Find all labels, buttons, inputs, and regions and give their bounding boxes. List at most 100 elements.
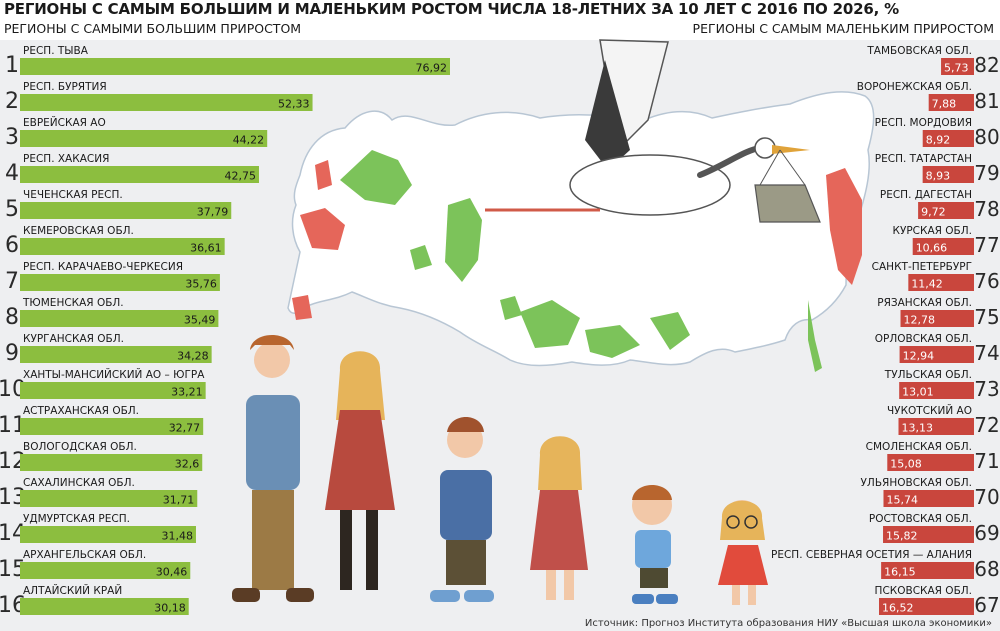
bar-value-label: 11,42	[911, 278, 943, 291]
rank-number: 80	[974, 125, 999, 149]
bar-value-label: 13,13	[901, 422, 933, 435]
region-label: УЛЬЯНОВСКАЯ ОБЛ.	[861, 477, 972, 489]
bar	[20, 310, 219, 327]
bar-value-label: 32,77	[169, 422, 201, 435]
map-region-spb	[315, 160, 332, 190]
bar-value-label: 42,75	[224, 170, 256, 183]
young-woman-figure	[325, 351, 395, 590]
region-label: РЕСП. КАРАЧАЕВО-ЧЕРКЕСИЯ	[23, 261, 183, 273]
map-region-khmao	[445, 198, 482, 282]
young-man-figure	[232, 335, 314, 602]
map-region-udmurtia	[410, 245, 432, 270]
bar-value-label: 15,08	[890, 458, 922, 471]
region-label: САНКТ-ПЕТЕРБУРГ	[872, 261, 972, 273]
chart-title: РЕГИОНЫ С САМЫМ БОЛЬШИМ И МАЛЕНЬКИМ РОСТ…	[4, 0, 899, 18]
region-label: ТАМБОВСКАЯ ОБЛ.	[866, 45, 972, 57]
region-label: РЯЗАНСКАЯ ОБЛ.	[877, 297, 972, 309]
bar	[912, 238, 974, 255]
bar	[918, 202, 974, 219]
bar	[881, 562, 974, 579]
region-label: РЕСП. СЕВЕРНАЯ ОСЕТИЯ — АЛАНИЯ	[771, 549, 972, 561]
bar-value-label: 16,52	[882, 602, 914, 615]
bar	[20, 562, 191, 579]
region-label: РЕСП. БУРЯТИЯ	[23, 81, 107, 93]
bar	[900, 310, 974, 327]
small-boy-figure	[632, 485, 678, 604]
map-region-arkhangelsk	[340, 150, 412, 205]
rank-number: 68	[974, 557, 999, 581]
map-region-caucasus-red	[292, 295, 312, 320]
bar	[20, 454, 203, 471]
rank-number: 6	[5, 233, 19, 258]
bar	[879, 598, 974, 615]
bar	[20, 526, 196, 543]
region-label: ЧУКОТСКИЙ АО	[887, 404, 972, 417]
bar	[20, 382, 206, 399]
bar	[20, 274, 220, 291]
rank-number: 8	[5, 305, 19, 330]
rank-number: 3	[5, 125, 19, 150]
region-label: ЕВРЕЙСКАЯ АО	[23, 116, 106, 129]
bar-value-label: 30,46	[156, 566, 188, 579]
rank-number: 79	[974, 161, 999, 185]
region-label: СМОЛЕНСКАЯ ОБЛ.	[866, 441, 972, 453]
region-label: УДМУРТСКАЯ РЕСП.	[23, 513, 130, 525]
bar-value-label: 31,48	[161, 530, 193, 543]
russia-map-outline	[287, 91, 875, 367]
bar-value-label: 76,92	[416, 62, 448, 75]
region-label: ВОРОНЕЖСКАЯ ОБЛ.	[857, 81, 972, 93]
region-label: ТУЛЬСКАЯ ОБЛ.	[884, 369, 972, 381]
bar-value-label: 37,79	[197, 206, 229, 219]
region-label: АСТРАХАНСКАЯ ОБЛ.	[23, 405, 139, 417]
bar-value-label: 15,82	[886, 530, 918, 543]
region-label: РОСТОВСКАЯ ОБЛ.	[869, 513, 972, 525]
bar-value-label: 36,61	[190, 242, 222, 255]
bar	[883, 490, 974, 507]
bar	[20, 598, 189, 615]
region-label: КУРГАНСКАЯ ОБЛ.	[23, 333, 124, 345]
bar-value-label: 15,74	[886, 494, 918, 507]
rank-number: 71	[974, 449, 999, 473]
rank-number: 81	[974, 89, 999, 113]
bar-value-label: 16,15	[884, 566, 916, 579]
right-subtitle: РЕГИОНЫ С САМЫМ МАЛЕНЬКИМ ПРИРОСТОМ	[692, 21, 994, 36]
region-label: ХАНТЫ-МАНСИЙСКИЙ АО – ЮГРА	[23, 368, 205, 381]
rank-number: 2	[5, 89, 19, 114]
rank-number: 77	[974, 233, 999, 257]
bar-value-label: 32,6	[175, 458, 200, 471]
rank-number: 75	[974, 305, 999, 329]
bar-value-label: 33,21	[171, 386, 203, 399]
bar-value-label: 30,18	[154, 602, 186, 615]
bar	[928, 94, 974, 111]
bar-value-label: 12,78	[904, 314, 936, 327]
map-region-central-red	[300, 208, 345, 250]
left-subtitle: РЕГИОНЫ С САМЫМИ БОЛЬШИМ ПРИРОСТОМ	[4, 21, 302, 36]
region-label: ЧЕЧЕНСКАЯ РЕСП.	[23, 189, 123, 201]
region-label: РЕСП. ТАТАРСТАН	[875, 153, 972, 165]
bar-value-label: 31,71	[163, 494, 195, 507]
map-region-chukotka	[826, 168, 862, 285]
region-label: ПСКОВСКАЯ ОБЛ.	[875, 585, 972, 597]
rank-number: 78	[974, 197, 999, 221]
bar-value-label: 8,92	[926, 134, 951, 147]
rank-number: 7	[5, 269, 19, 294]
bar-value-label: 34,28	[177, 350, 209, 363]
region-label: КЕМЕРОВСКАЯ ОБЛ.	[23, 225, 134, 237]
girl-figure	[530, 436, 588, 600]
bar	[941, 58, 974, 75]
map-region-buryatia	[585, 325, 640, 358]
bar-value-label: 5,73	[944, 62, 969, 75]
rank-number: 67	[974, 593, 999, 617]
region-label: АРХАНГЕЛЬСКАЯ ОБЛ.	[23, 549, 146, 561]
rank-number: 5	[5, 197, 19, 222]
bar-value-label: 52,33	[278, 98, 310, 111]
bar	[20, 418, 204, 435]
people-illustration	[232, 335, 768, 605]
bar	[899, 346, 974, 363]
rank-number: 70	[974, 485, 999, 509]
rank-number: 76	[974, 269, 999, 293]
region-label: САХАЛИНСКАЯ ОБЛ.	[23, 477, 135, 489]
rank-number: 82	[974, 53, 999, 77]
